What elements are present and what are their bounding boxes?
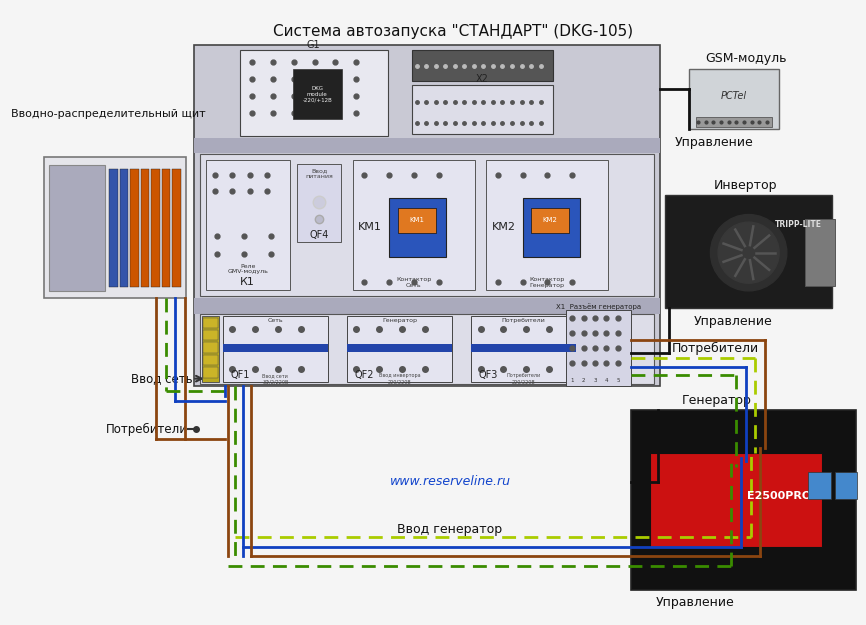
Text: Генератор: Генератор — [382, 318, 417, 323]
Bar — [203, 330, 218, 341]
Bar — [347, 344, 452, 352]
Text: KM1: KM1 — [358, 222, 382, 232]
Bar — [696, 118, 772, 127]
Text: PCTel: PCTel — [721, 91, 746, 101]
Text: DKG
module
-220/+12В: DKG module -220/+12В — [302, 86, 333, 103]
Text: QF4: QF4 — [309, 229, 329, 239]
Bar — [805, 219, 836, 286]
Bar — [471, 344, 576, 352]
Text: QF3: QF3 — [479, 370, 498, 380]
Text: Контактор
Генератор: Контактор Генератор — [530, 277, 565, 288]
Text: Инвертор: Инвертор — [714, 179, 778, 192]
Text: Ввод сети
3Ф/2/220В: Ввод сети 3Ф/2/220В — [262, 373, 288, 384]
Bar — [194, 138, 660, 154]
Bar — [200, 154, 654, 296]
Bar — [347, 316, 452, 382]
Bar — [412, 85, 553, 134]
Text: Потребители: Потребители — [671, 342, 759, 354]
Text: Реле
GMV-модуль: Реле GMV-модуль — [227, 264, 268, 274]
Bar — [566, 310, 631, 386]
Text: www.reserveline.ru: www.reserveline.ru — [390, 475, 510, 488]
Bar — [522, 198, 579, 258]
Bar — [835, 472, 857, 499]
Bar — [49, 165, 105, 291]
Bar — [471, 316, 576, 382]
Bar — [650, 453, 822, 547]
Bar — [486, 160, 609, 290]
Bar — [397, 208, 436, 232]
Text: Ввод сеть: Ввод сеть — [131, 372, 192, 385]
Text: Вводно-распределительный щит: Вводно-распределительный щит — [11, 109, 206, 119]
Bar — [389, 198, 446, 258]
Text: QF2: QF2 — [354, 370, 374, 380]
Text: Ввод инвертора
220/220В: Ввод инвертора 220/220В — [378, 373, 420, 384]
Bar — [665, 196, 831, 308]
Text: К1: К1 — [240, 278, 255, 288]
Text: KM1: KM1 — [409, 217, 424, 223]
Bar — [531, 208, 569, 232]
Circle shape — [710, 214, 787, 291]
Text: E2500PRO: E2500PRO — [747, 491, 811, 501]
Text: 2: 2 — [582, 378, 585, 383]
Bar — [203, 318, 218, 328]
Bar — [162, 169, 171, 287]
Text: Система автозапуска "СТАНДАРТ" (DKG-105): Система автозапуска "СТАНДАРТ" (DKG-105) — [273, 24, 633, 39]
Text: Управление: Управление — [675, 136, 753, 149]
Bar — [194, 45, 660, 386]
Text: X2: X2 — [476, 74, 489, 84]
Bar — [808, 472, 830, 499]
Text: Управление: Управление — [656, 596, 734, 609]
Bar — [203, 368, 218, 378]
Text: 3: 3 — [593, 378, 597, 383]
Bar — [131, 169, 139, 287]
Bar — [223, 344, 328, 352]
Bar — [200, 314, 654, 384]
Text: 1: 1 — [571, 378, 574, 383]
Bar — [44, 158, 185, 299]
Text: KM2: KM2 — [543, 217, 558, 223]
Text: X1  Разъём генератора: X1 Разъём генератора — [556, 302, 642, 309]
Text: Ввод генератор: Ввод генератор — [397, 523, 502, 536]
Bar — [152, 169, 160, 287]
Text: Сеть: Сеть — [268, 318, 283, 323]
Text: Генератор: Генератор — [682, 394, 752, 407]
Bar — [223, 316, 328, 382]
Bar — [293, 69, 342, 119]
Bar — [194, 299, 660, 314]
Bar — [688, 69, 779, 129]
Bar — [240, 51, 388, 136]
Text: Потребители: Потребители — [501, 318, 546, 323]
Bar — [120, 169, 128, 287]
Circle shape — [718, 222, 779, 283]
Text: Потребители: Потребители — [106, 422, 188, 436]
Bar — [297, 164, 341, 242]
Text: QF1: QF1 — [230, 370, 249, 380]
Text: 4: 4 — [604, 378, 608, 383]
Text: GSM-модуль: GSM-модуль — [705, 51, 786, 64]
Bar — [109, 169, 118, 287]
Text: Управление: Управление — [694, 315, 772, 328]
Text: TRIPP-LITE: TRIPP-LITE — [775, 219, 822, 229]
Text: Потребители
220/220В: Потребители 220/220В — [507, 373, 540, 384]
Bar — [203, 355, 218, 365]
Bar — [412, 51, 553, 81]
Bar — [172, 169, 181, 287]
Bar — [206, 160, 290, 290]
Text: 5: 5 — [617, 378, 620, 383]
Text: Контактор
Сеть: Контактор Сеть — [396, 277, 431, 288]
Bar — [202, 316, 219, 382]
Bar — [141, 169, 150, 287]
Text: Ввод
питания: Ввод питания — [306, 168, 333, 179]
Text: KM2: KM2 — [491, 222, 515, 232]
Bar — [352, 160, 475, 290]
Bar — [203, 342, 218, 353]
Text: G1: G1 — [307, 40, 320, 50]
Bar — [631, 410, 856, 589]
